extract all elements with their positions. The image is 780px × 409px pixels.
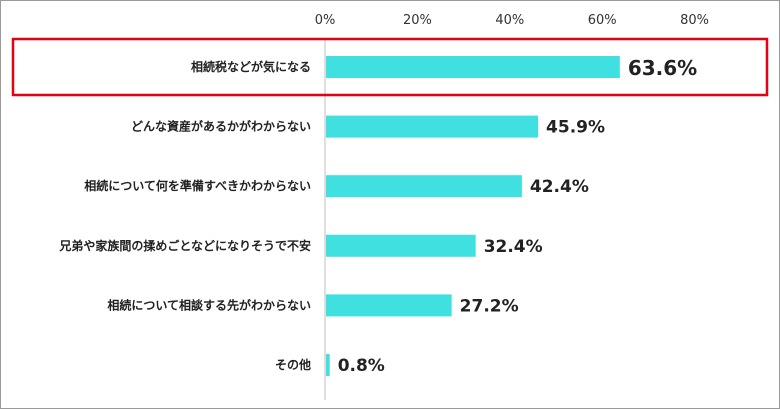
value-label: 27.2%	[460, 296, 519, 316]
category-label: 相続税などが気になる	[191, 59, 311, 74]
bars	[326, 56, 620, 376]
category-labels: 相続税などが気になるどんな資産があるかがわからない相続について何を準備すべきかわ…	[58, 59, 311, 372]
category-label: その他	[275, 357, 311, 372]
category-label: 兄弟や家族間の揉めごとなどになりそうで不安	[58, 238, 311, 253]
category-label: 相続について相談する先がわからない	[107, 297, 311, 312]
value-label: 32.4%	[484, 237, 543, 257]
value-label: 63.6%	[628, 56, 697, 80]
value-label: 0.8%	[338, 356, 385, 376]
category-label: どんな資産があるかがわからない	[131, 119, 311, 134]
category-label: 相続について何を準備すべきかわからない	[84, 178, 311, 193]
bar	[326, 56, 620, 78]
x-tick-label: 80%	[680, 13, 709, 28]
value-labels: 63.6% 45.9% 42.4% 32.4% 27.2% 0.8%	[338, 56, 698, 376]
value-label: 42.4%	[530, 177, 589, 197]
x-tick-label: 0%	[315, 13, 336, 28]
bar	[326, 354, 330, 376]
x-axis-ticks: 0% 20% 40% 60% 80%	[315, 13, 709, 28]
bar	[326, 175, 522, 198]
x-tick-label: 60%	[588, 13, 617, 28]
bar	[326, 294, 452, 317]
x-tick-label: 40%	[495, 13, 524, 28]
value-label: 45.9%	[546, 118, 605, 138]
x-tick-label: 20%	[403, 13, 432, 28]
bar	[326, 234, 476, 257]
highlight-box	[11, 37, 769, 97]
bar	[326, 115, 539, 138]
